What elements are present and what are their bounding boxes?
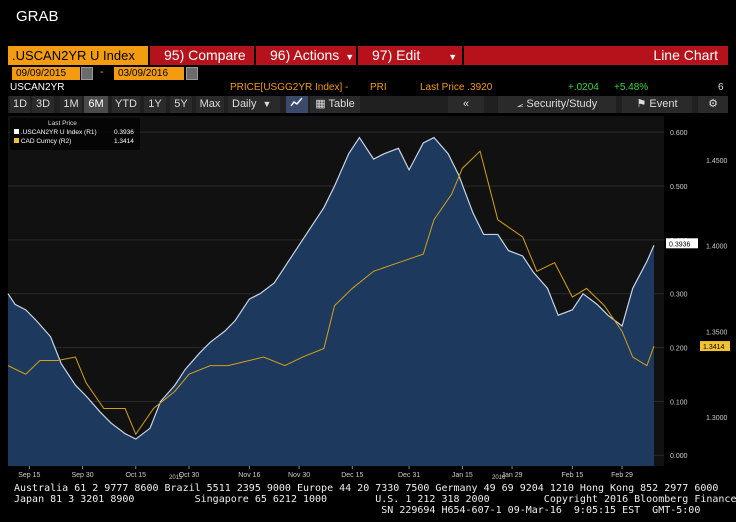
period-1d[interactable]: 1D [10,96,30,113]
r1-tick-label: 0.600 [670,130,688,137]
table-label: Table [328,98,355,110]
x-tick-label: Nov 16 [238,472,260,479]
x-tick-label: Oct 15 [125,472,146,479]
legend-swatch [14,138,19,143]
legend-value: 1.3414 [114,138,134,145]
cad-line [7,150,655,436]
edit-button[interactable]: 97) Edit ▼ [358,46,462,65]
r1-tick-label: 0.500 [670,184,688,191]
r2-last-label: 1.3414 [703,344,725,351]
legend-item-r1: .USCAN2YR U Index (R1) [14,129,97,136]
period-3d[interactable]: 3D [32,96,54,113]
legend-swatch [14,129,19,134]
footer-line-2: Japan 81 3 3201 8900 Singapore 65 6212 1… [14,494,736,505]
ticker-field[interactable]: .USCAN2YR U Index [8,46,148,65]
collapse-icon[interactable]: « [448,96,484,113]
year-label: 2015 [169,475,183,481]
r2-last-box [700,341,730,352]
axis-r2: 1.3000 1.3500 1.4000 1.4500 [706,158,728,422]
chevron-down-icon: ▼ [345,52,355,62]
last-value-labels: 0.3936 1.3414 [666,238,730,352]
calendar-icon[interactable] [186,67,198,80]
x-tick-label: Sep 15 [18,472,40,479]
frequency-label: Daily [232,98,257,110]
compare-label: 95) Compare [164,47,246,63]
chart-type-label: Line Chart [464,46,728,65]
security-study-label: Security/Study [526,98,598,110]
security-label: USCAN2YR [10,82,65,93]
event-label: Event [649,98,678,110]
legend-name: .USCAN2YR U Index (R1) [20,129,97,136]
x-axis: Sep 15 Sep 30 Oct 15 Oct 30 Nov 16 Nov 30 Dec … [18,466,633,481]
chevron-down-icon: ▼ [262,99,272,109]
period-ytd[interactable]: YTD [112,96,140,113]
r1-tick-label: 0.200 [670,346,688,353]
actions-label: 96) Actions [270,47,340,63]
chevron-down-icon: ▼ [448,52,458,62]
line-chart-icon[interactable] [286,96,308,113]
x-tick-label: Dec 15 [341,472,363,479]
end-date-field[interactable]: 03/09/2016 [114,67,184,80]
table-icon: ▦ [315,98,329,110]
r1-last-box [666,238,698,249]
footer-line-3: SN 229694 H654-607-1 09-Mar-16 9:05:15 E… [14,505,701,516]
frequency-select[interactable]: Daily ▼ [228,96,280,113]
x-tick-label: Sep 30 [71,472,93,479]
r1-tick-label: 0.100 [670,399,688,406]
pri-label: PRI [370,82,387,93]
window-title: GRAB [16,8,59,25]
legend-item-r2: CAD Curncy (R2) [14,138,71,145]
period-5y[interactable]: 5Y [170,96,192,113]
change-pct-value: +5.48% [614,82,649,93]
period-1y[interactable]: 1Y [144,96,166,113]
x-tick-label: Feb 29 [611,472,633,479]
r1-last-label: 0.3936 [669,241,691,248]
last-price-label: Last Price .3920 [420,82,493,93]
r1-tick-label: 0.000 [670,453,688,460]
compare-button[interactable]: 95) Compare [150,46,254,65]
period-max[interactable]: Max [196,96,224,113]
legend-value: 0.3936 [114,129,134,136]
gear-icon[interactable]: ⚙ [698,96,728,113]
x-tick-label: Dec 31 [398,472,420,479]
x-tick-label: Jan 29 [502,472,523,479]
legend-header: Last Price [48,120,77,127]
year-label: 2016 [492,475,506,481]
chart-toolbar: 1D 3D 1M 6M YTD 1Y 5Y Max Daily ▼ ▦ Table… [8,96,728,113]
period-6m[interactable]: 6M [84,96,108,113]
uscan2yr-line [7,136,655,440]
edit-label: 97) Edit [372,47,421,63]
flag-icon: ⚑ [636,98,650,110]
calendar-icon[interactable] [81,67,93,80]
start-date-field[interactable]: 09/09/2015 [12,67,80,80]
date-separator: - [100,66,104,78]
table-button[interactable]: ▦ Table [310,96,360,113]
r2-tick-label: 1.4500 [706,158,728,165]
change-value: +.0204 [568,82,599,93]
r2-tick-label: 1.4000 [706,244,728,251]
actions-button[interactable]: 96) Actions ▼ [256,46,356,65]
footer-line-1: Australia 61 2 9777 8600 Brazil 5511 239… [14,483,719,494]
security-study-button[interactable]: ⦟ Security/Study [498,96,616,113]
study-icon: ⦟ [516,98,527,110]
extra-value: 6 [718,82,724,93]
event-button[interactable]: ⚑ Event [622,96,692,113]
period-1m[interactable]: 1M [60,96,82,113]
x-tick-label: Nov 30 [288,472,310,479]
legend-name: CAD Curncy (R2) [20,138,72,145]
r2-tick-label: 1.3000 [706,415,728,422]
r2-tick-label: 1.3500 [706,329,728,336]
x-tick-label: Jan 15 [452,472,473,479]
legend: Last Price .USCAN2YR U Index (R1) 0.3936… [10,118,140,150]
price-label: PRICE[USGG2YR Index] - [230,82,349,93]
x-tick-label: Feb 15 [561,472,583,479]
uscan2yr-area [8,137,654,467]
x-tick-label: Oct 30 [179,472,200,479]
r1-tick-label: 0.300 [670,292,688,299]
